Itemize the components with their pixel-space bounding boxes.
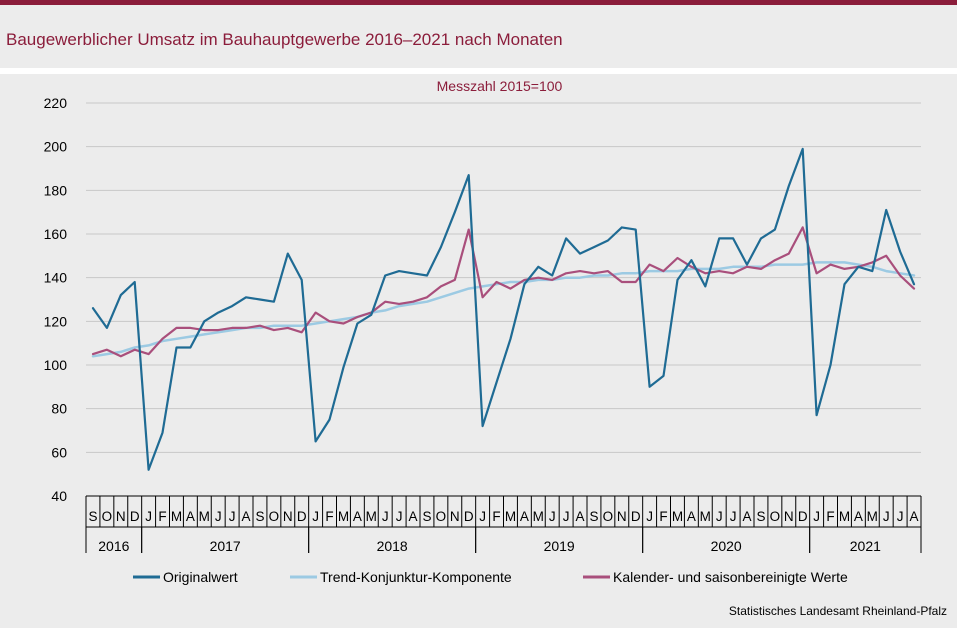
month-label: F [158, 509, 166, 524]
year-label: 2018 [377, 538, 408, 554]
month-label: J [229, 509, 236, 524]
month-label: J [563, 509, 570, 524]
y-tick-label: 180 [44, 182, 68, 198]
month-label: M [366, 509, 377, 524]
month-label: N [116, 509, 126, 524]
year-label: 2016 [98, 538, 129, 554]
series-line-3 [91, 226, 916, 358]
month-label: J [396, 509, 403, 524]
year-label: 2017 [210, 538, 241, 554]
month-label: J [813, 509, 820, 524]
month-label: J [479, 509, 486, 524]
month-label: D [297, 509, 307, 524]
month-label: A [186, 509, 195, 524]
month-label: D [464, 509, 474, 524]
month-label: M [672, 509, 683, 524]
month-label: A [910, 509, 919, 524]
month-label: N [450, 509, 460, 524]
month-label: A [353, 509, 362, 524]
month-label: O [770, 509, 781, 524]
y-tick-label: 80 [51, 401, 67, 417]
month-label: O [603, 509, 614, 524]
month-label: S [756, 509, 765, 524]
month-label: J [312, 509, 319, 524]
month-label: J [730, 509, 737, 524]
top-accent-bar [0, 0, 957, 5]
month-label: D [631, 509, 641, 524]
month-label: A [854, 509, 863, 524]
y-tick-label: 60 [51, 444, 67, 460]
month-label: A [576, 509, 585, 524]
y-tick-label: 160 [44, 226, 68, 242]
month-label: F [492, 509, 500, 524]
month-label: M [505, 509, 516, 524]
month-label: O [269, 509, 280, 524]
month-label: A [687, 509, 696, 524]
legend-label: Trend-Konjunktur-Komponente [320, 569, 512, 585]
y-tick-label: 120 [44, 313, 68, 329]
month-label: M [839, 509, 850, 524]
month-label: A [242, 509, 251, 524]
year-label: 2019 [544, 538, 575, 554]
source-credit: Statistisches Landesamt Rheinland-Pfalz [728, 604, 947, 618]
month-label: N [617, 509, 627, 524]
legend-label: Kalender- und saisonbereinigte Werte [613, 569, 848, 585]
month-label: J [646, 509, 653, 524]
month-label: N [784, 509, 794, 524]
month-label: M [867, 509, 878, 524]
y-tick-label: 40 [51, 488, 67, 504]
month-label: M [533, 509, 544, 524]
y-tick-label: 200 [44, 139, 68, 155]
month-label: J [215, 509, 222, 524]
page-title: Baugewerblicher Umsatz im Bauhauptgewerb… [6, 30, 563, 49]
year-label: 2020 [711, 538, 742, 554]
month-label: F [325, 509, 333, 524]
month-label: D [130, 509, 140, 524]
month-label: O [102, 509, 113, 524]
series-line-1 [91, 147, 916, 471]
month-label: J [883, 509, 890, 524]
month-label: D [798, 509, 808, 524]
year-label: 2021 [850, 538, 881, 554]
y-tick-label: 100 [44, 357, 68, 373]
legend-label: Originalwert [163, 569, 238, 585]
month-label: F [659, 509, 667, 524]
series-line-2 [91, 261, 916, 358]
month-label: A [520, 509, 529, 524]
month-label: J [382, 509, 389, 524]
month-label: S [88, 509, 97, 524]
month-label: S [422, 509, 431, 524]
month-label: F [826, 509, 834, 524]
month-label: N [283, 509, 293, 524]
month-label: M [171, 509, 182, 524]
chart-subtitle: Messzahl 2015=100 [437, 78, 563, 94]
month-label: J [549, 509, 556, 524]
title-bar: Baugewerblicher Umsatz im Bauhauptgewerb… [0, 5, 957, 68]
y-tick-label: 220 [44, 95, 68, 111]
month-label: A [743, 509, 752, 524]
month-label: M [700, 509, 711, 524]
month-label: M [199, 509, 210, 524]
month-label: M [338, 509, 349, 524]
month-label: J [145, 509, 152, 524]
month-label: J [716, 509, 723, 524]
month-label: O [436, 509, 447, 524]
y-tick-label: 140 [44, 270, 68, 286]
month-label: S [255, 509, 264, 524]
month-label: S [589, 509, 598, 524]
month-label: J [897, 509, 904, 524]
month-label: A [409, 509, 418, 524]
